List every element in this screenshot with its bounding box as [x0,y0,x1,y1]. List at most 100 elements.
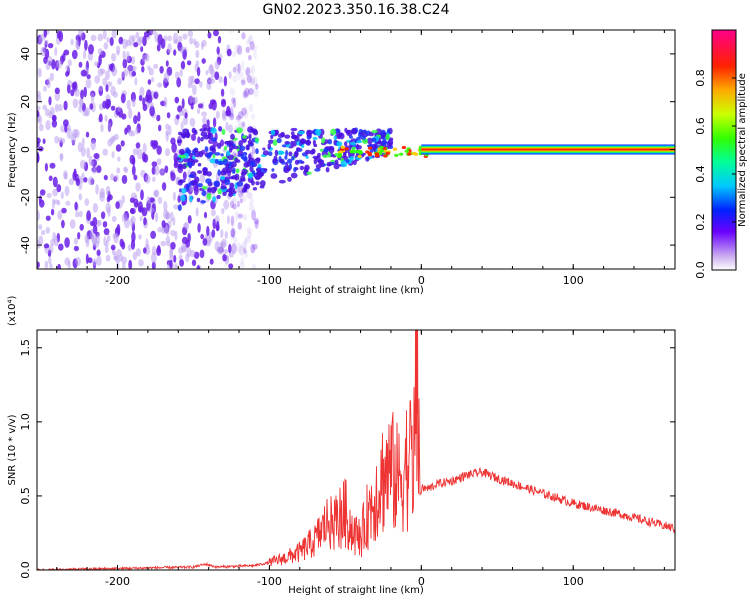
noise-cell [44,162,49,172]
signal-cell [203,134,210,140]
noise-cell [163,72,170,83]
noise-cell [239,71,244,78]
noise-cell [197,223,201,233]
noise-cell [231,51,237,58]
signal-cell [383,154,388,158]
signal-cell [208,151,214,156]
signal-cell [356,145,362,150]
noise-cell [92,224,98,235]
noise-cell [142,142,147,154]
signal-cell [286,167,291,172]
noise-cell [43,243,50,249]
noise-cell [45,226,50,234]
noise-cell [241,107,247,116]
noise-cell [94,61,99,67]
signal-cell [223,145,228,151]
signal-cell [313,157,318,165]
noise-cell [38,195,42,204]
noise-cell [90,139,96,151]
signal-cell [344,141,348,147]
noise-cell [214,71,220,80]
signal-cell [198,150,204,158]
signal-cell [326,163,332,167]
noise-cell [37,152,40,163]
noise-cell [142,54,148,63]
noise-cell [170,172,176,182]
noise-cell [157,226,163,233]
noise-cell [245,39,251,45]
signal-cell [267,143,272,150]
noise-cell [142,103,148,112]
noise-cell [113,233,119,244]
noise-cell [107,138,113,147]
noise-cell [109,37,114,46]
noise-cell [223,76,228,87]
signal-cell [317,152,321,157]
noise-cell [250,243,256,254]
noise-cell [38,224,43,230]
noise-cell [102,30,107,40]
noise-cell [44,39,49,46]
signal-cell [360,131,365,137]
noise-cell [216,220,220,231]
noise-cell [102,77,108,87]
signal-cell [361,152,366,156]
noise-cell [79,159,86,169]
noise-cell [239,198,244,204]
signal-cell [204,146,209,153]
noise-cell [90,34,97,42]
signal-cell [349,141,356,146]
noise-cell [220,229,224,238]
noise-cell [116,167,121,174]
spectrogram-ylabel: Frequency (Hz) [7,112,18,188]
noise-cell [88,44,94,55]
signal-cell [262,147,266,151]
noise-cell [98,86,104,92]
signal-cell [224,179,231,186]
noise-cell [249,41,255,51]
signal-cell [379,149,384,153]
noise-cell [117,106,121,113]
noise-cell [184,221,190,230]
signal-cell [248,134,252,141]
noise-cell [251,247,256,254]
noise-cell [228,263,234,269]
y-tick-label: 1.0 [19,413,32,431]
noise-cell [106,37,111,43]
noise-cell [252,147,256,155]
y-tick-label: 0.0 [19,561,32,579]
noise-cell [234,210,239,222]
signal-cell [368,131,375,137]
noise-cell [180,243,187,252]
signal-cell [272,158,278,164]
signal-cell [240,171,247,176]
noise-cell [122,262,126,269]
noise-cell [160,240,167,247]
signal-cell [357,154,362,158]
noise-cell [157,82,163,88]
signal-cell [305,155,309,159]
x-tick-label: 100 [563,575,584,588]
signal-cell [279,158,285,163]
noise-cell [233,236,238,244]
noise-cell [97,48,103,56]
signal-cell [360,135,367,140]
snr-axes: -200 -100 0 100 0.0 0.5 1.0 1.5 [19,329,676,588]
noise-cell [86,147,91,159]
noise-cell [105,185,111,195]
signal-cell [239,178,243,183]
signal-cell [259,180,266,187]
noise-cell [218,76,223,84]
colorbar-ticks: 0.0 0.2 0.4 0.6 0.8 [694,29,737,279]
noise-cell [64,257,71,266]
signal-cell [190,179,198,186]
noise-cell [255,83,259,90]
signal-cell [226,140,232,145]
noise-cell [37,137,41,144]
noise-cell [238,245,244,256]
noise-cell [241,241,247,250]
noise-cell [244,106,248,114]
noise-cell [121,71,126,78]
noise-cell [214,60,220,70]
